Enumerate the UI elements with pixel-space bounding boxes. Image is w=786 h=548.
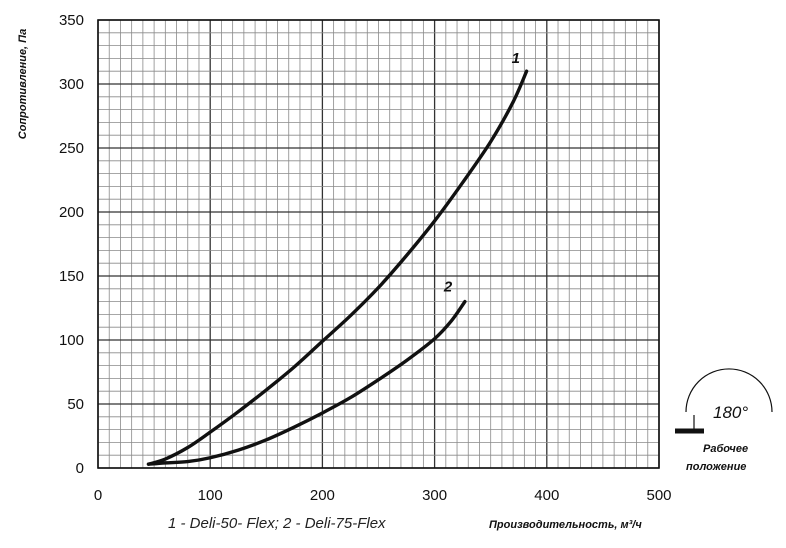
y-tick-label: 350	[59, 12, 84, 29]
y-tick-label: 250	[59, 140, 84, 157]
y-tick-label: 300	[59, 76, 84, 93]
legend-text: 1 - Deli-50- Flex; 2 - Deli-75-Flex	[168, 515, 386, 532]
y-tick-label: 200	[59, 204, 84, 221]
y-tick-label: 150	[59, 268, 84, 285]
y-axis-title: Сопротивление, Па	[17, 29, 29, 139]
position-caption-line1: Рабочее	[703, 443, 748, 455]
series-2-line	[146, 299, 467, 466]
grid	[97, 19, 660, 469]
position-indicator: 180° Рабочее положение	[675, 368, 773, 473]
x-tick-label: 0	[94, 487, 102, 504]
y-tick-label: 0	[76, 460, 84, 477]
position-caption-line2: положение	[686, 461, 746, 473]
series-1-label: 1	[512, 50, 520, 67]
x-tick-label: 500	[646, 487, 671, 504]
y-tick-label: 50	[67, 396, 84, 413]
position-arc-icon	[685, 368, 773, 413]
x-tick-label: 100	[198, 487, 223, 504]
tick-labels: 0 100 200 300 400 500 0 50 100 150 200 250 300 350	[59, 12, 672, 504]
series: 12	[146, 50, 529, 466]
x-tick-label: 300	[422, 487, 447, 504]
y-tick-label: 100	[59, 332, 84, 349]
x-axis-title: Производительность, м³/ч	[489, 519, 642, 531]
position-angle-label: 180°	[713, 403, 748, 422]
series-1-line	[146, 69, 529, 466]
x-tick-label: 400	[534, 487, 559, 504]
plot-frame	[97, 19, 660, 469]
series-2-label: 2	[443, 279, 453, 296]
x-tick-label: 200	[310, 487, 335, 504]
